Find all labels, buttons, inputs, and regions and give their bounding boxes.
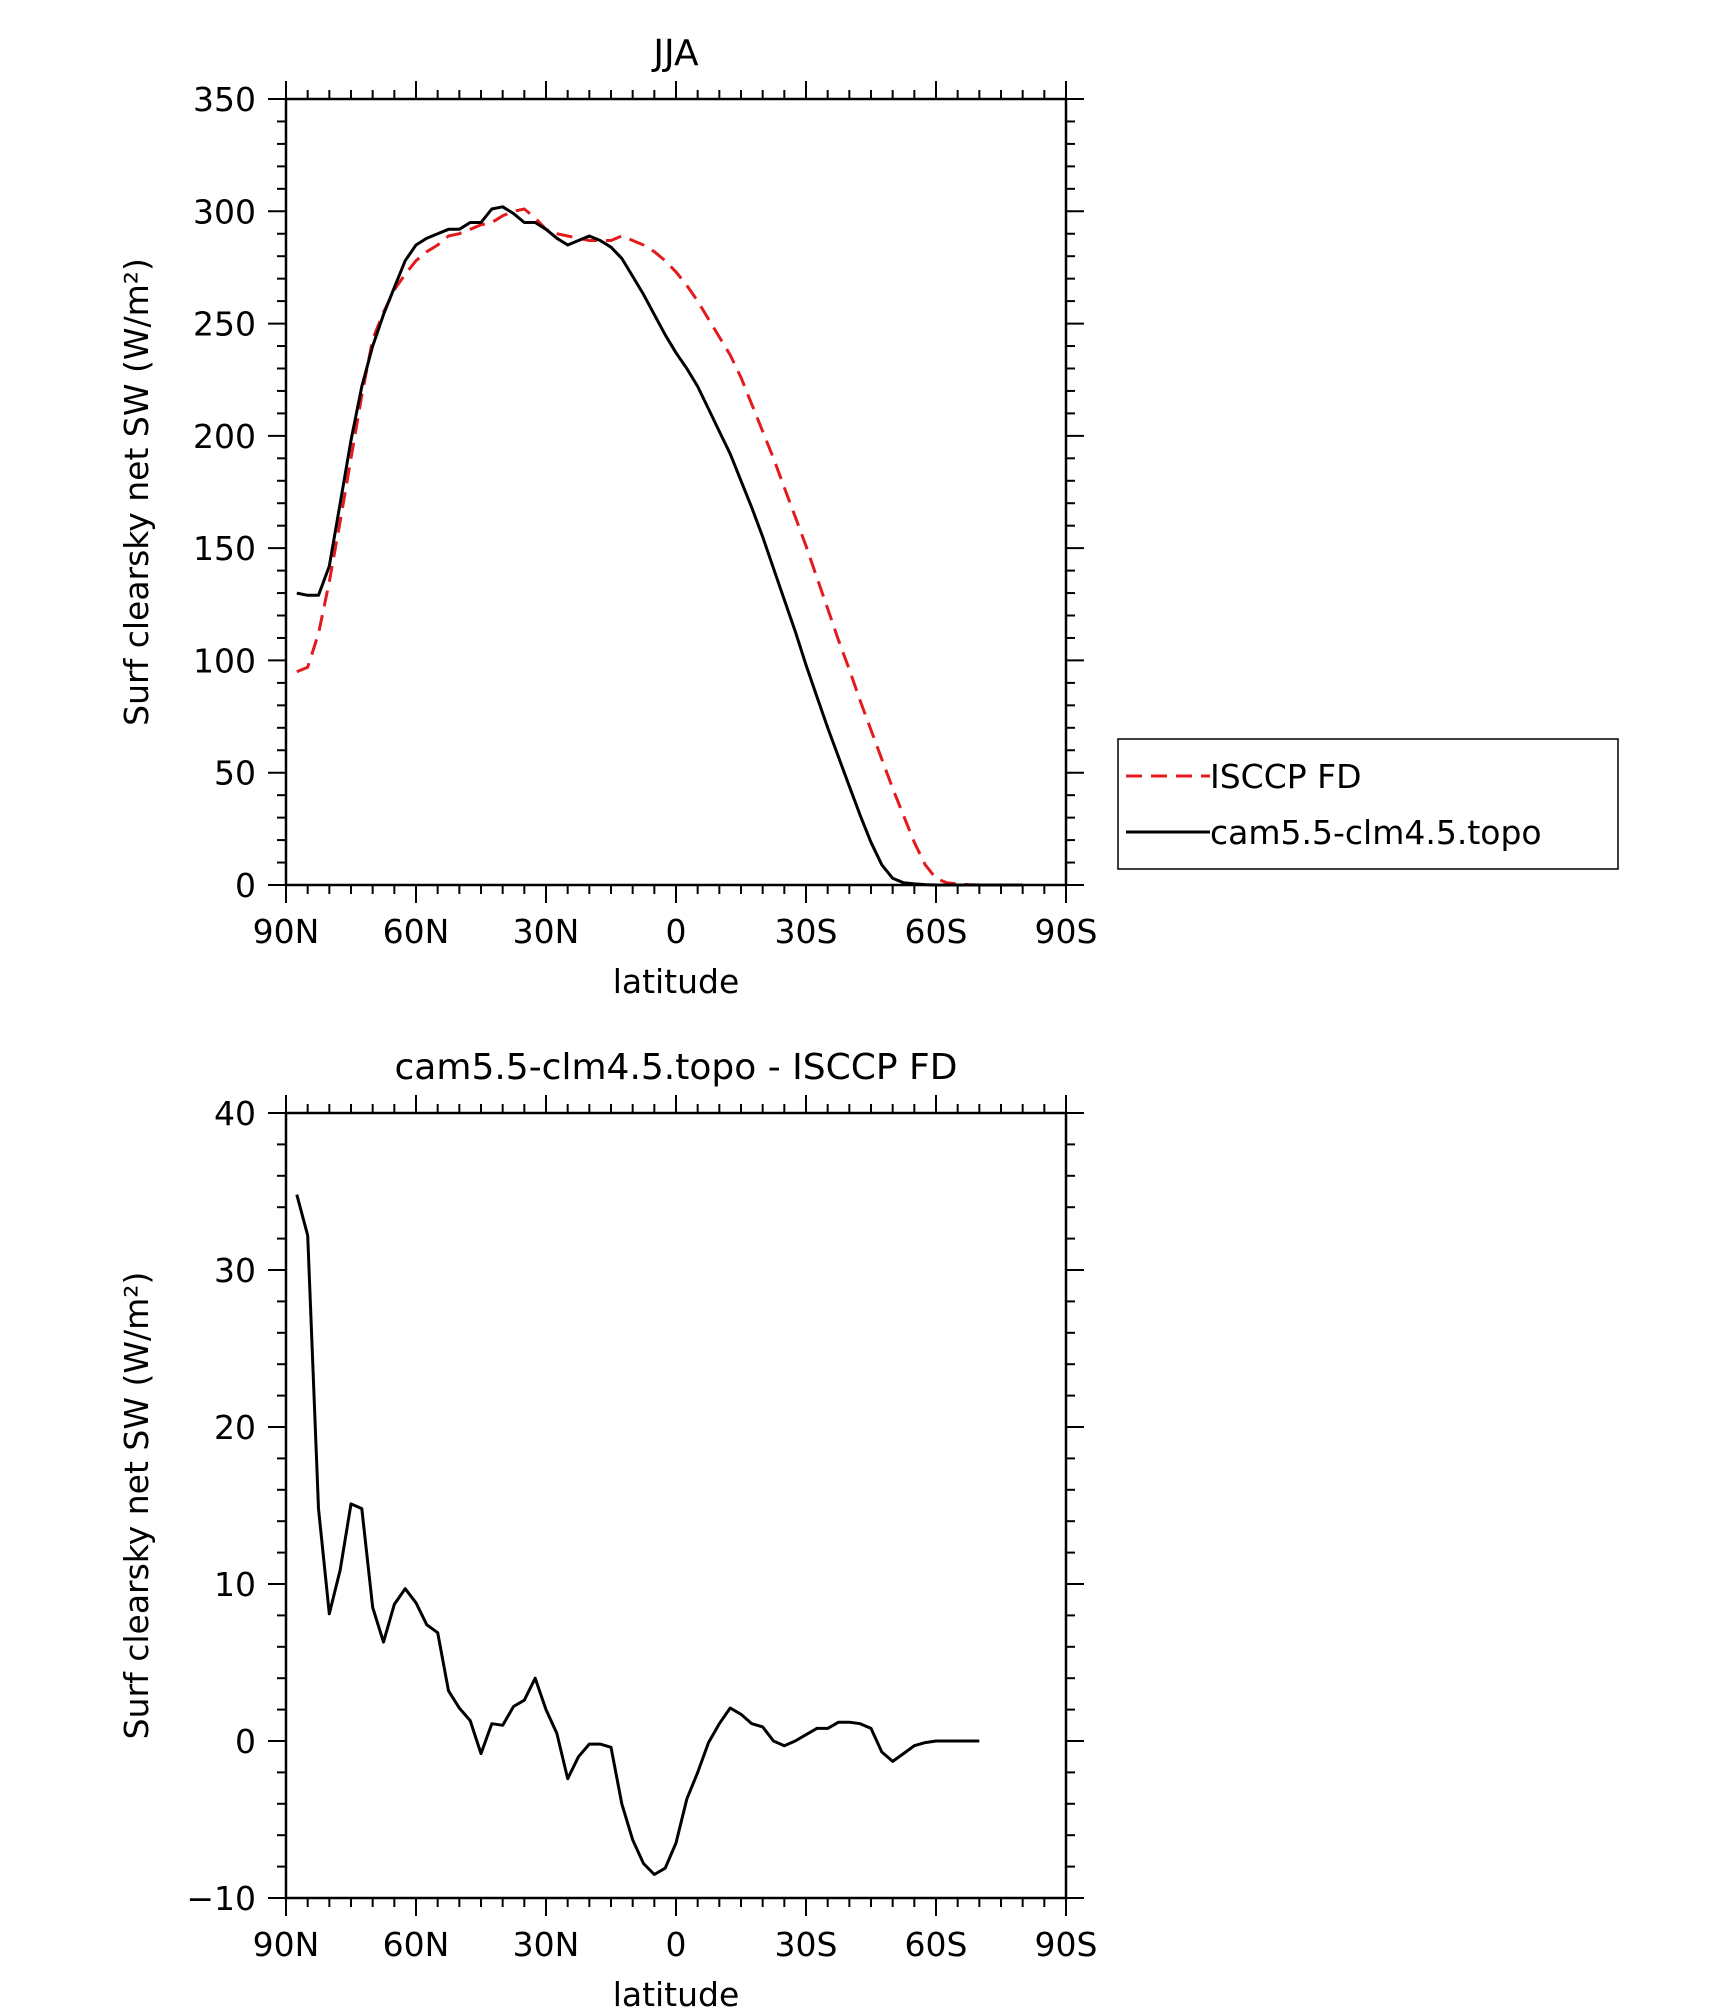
x-tick-label: 0 — [666, 1925, 687, 1964]
y-tick-label: 300 — [193, 192, 256, 231]
y-tick-label: 50 — [214, 754, 256, 793]
y-tick-label: 40 — [214, 1094, 256, 1133]
y-tick-label: 200 — [193, 417, 256, 456]
y-tick-label: 20 — [214, 1408, 256, 1447]
x-tick-label: 0 — [666, 912, 687, 951]
y-tick-label: 30 — [214, 1251, 256, 1290]
x-tick-label: 60N — [383, 1925, 450, 1964]
y-tick-label: 0 — [235, 1722, 256, 1761]
x-tick-label: 60S — [905, 1925, 968, 1964]
y-tick-label: 150 — [193, 529, 256, 568]
series-line-difference — [295, 1194, 980, 1876]
y-tick-label: 0 — [235, 866, 256, 905]
x-axis-label: latitude — [613, 1975, 740, 2010]
y-tick-label: 350 — [193, 80, 256, 119]
y-axis-label: Surf clearsky net SW (W/m²) — [117, 1272, 156, 1740]
x-tick-label: 90N — [253, 1925, 320, 1964]
legend-label: cam5.5-clm4.5.topo — [1210, 813, 1542, 852]
series-line-isccp-fd — [296, 207, 1023, 887]
series-line-cam5-5-clm4-5-topo — [296, 205, 1023, 887]
x-tick-label: 90N — [253, 912, 320, 951]
x-tick-label: 30S — [775, 912, 838, 951]
x-tick-label: 30S — [775, 1925, 838, 1964]
chart-title: JJA — [651, 33, 699, 74]
x-tick-label: 30N — [513, 912, 580, 951]
x-tick-label: 90S — [1035, 1925, 1098, 1964]
y-axis-label: Surf clearsky net SW (W/m²) — [117, 258, 156, 726]
chart-title: cam5.5-clm4.5.topo - ISCCP FD — [395, 1047, 958, 1088]
chart-top: JJA 90N 60N 30N 0 30S 60S 90S 0 50 100 150 200 250 300… — [117, 33, 1619, 1001]
x-tick-label: 60S — [905, 912, 968, 951]
x-tick-label: 60N — [383, 912, 450, 951]
x-axis-label: latitude — [613, 962, 740, 1001]
legend-label: ISCCP FD — [1210, 757, 1362, 796]
plot-frame — [284, 97, 1068, 887]
y-tick-label: −10 — [186, 1879, 256, 1918]
chart-bottom: cam5.5-clm4.5.topo - ISCCP FD 90N 60N 30N 0 3… — [117, 1047, 1098, 2014]
y-tick-label: 100 — [193, 641, 256, 680]
y-tick-label: 250 — [193, 305, 256, 344]
x-tick-label: 30N — [513, 1925, 580, 1964]
y-tick-label: 10 — [214, 1565, 256, 1604]
legend-box — [1117, 738, 1619, 870]
plot-frame — [284, 1111, 1068, 1900]
x-tick-label: 90S — [1035, 912, 1098, 951]
